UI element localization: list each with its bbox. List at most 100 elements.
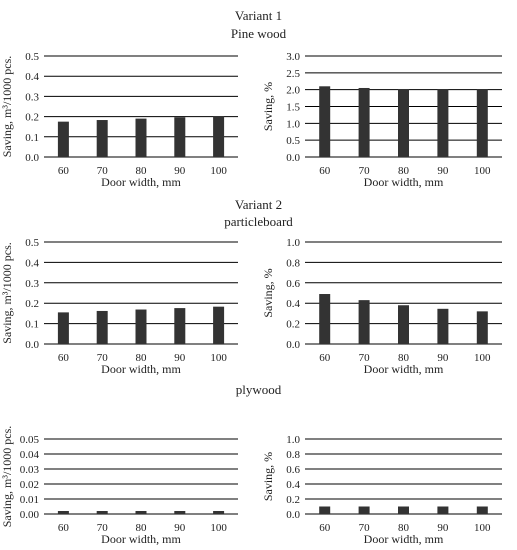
bar <box>358 506 370 514</box>
y-axis-label: Saving, m³/1000 pcs. <box>0 426 14 528</box>
x-tick-label: 100 <box>474 165 491 177</box>
y-tick-label: 0.4 <box>25 257 39 269</box>
variant-2-heading: Variant 2 <box>234 197 283 212</box>
x-tick-label: 80 <box>136 522 148 534</box>
y-axis-label: Saving, % <box>261 82 275 131</box>
x-tick-label: 80 <box>398 352 410 364</box>
y-tick-label: 0.4 <box>286 479 300 491</box>
x-tick-label: 60 <box>58 352 70 364</box>
x-tick-label: 90 <box>174 522 186 534</box>
x-tick-label: 90 <box>174 165 186 177</box>
x-tick-label: 100 <box>474 522 491 534</box>
chart-panel-3: 0.0 0.1 0.2 0.3 0.4 0.5 60 70 80 90 100 Door width,… <box>0 237 238 376</box>
y-tick-label: 0.2 <box>286 494 300 506</box>
y-tick-label: 0.5 <box>25 237 39 249</box>
y-tick-label: 0.3 <box>25 278 39 290</box>
x-axis-label: Door width, mm <box>364 362 444 376</box>
variant-1-heading: Variant 1 <box>234 8 283 23</box>
y-tick-label: 0.0 <box>286 339 300 351</box>
bar <box>213 116 225 157</box>
bar <box>476 311 488 344</box>
y-tick-label: 2.5 <box>286 68 300 80</box>
y-tick-label: 0.4 <box>25 71 39 83</box>
x-axis-label: Door width, mm <box>364 175 444 189</box>
y-tick-label: 0.00 <box>20 509 40 521</box>
y-tick-label: 0.0 <box>286 152 300 164</box>
y-tick-label: 0.2 <box>286 319 300 331</box>
y-tick-label: 0.0 <box>25 152 39 164</box>
y-axis-label: Saving, m³/1000 pcs. <box>0 56 14 158</box>
y-tick-label: 0.3 <box>25 91 39 103</box>
bar <box>174 511 186 514</box>
bar <box>57 121 69 157</box>
bar <box>437 89 449 157</box>
x-tick-label: 100 <box>474 352 491 364</box>
particleboard-heading: particleboard <box>224 214 293 229</box>
y-tick-label: 0.2 <box>25 112 39 124</box>
x-tick-label: 60 <box>319 522 331 534</box>
x-tick-label: 60 <box>319 352 331 364</box>
x-tick-label: 100 <box>210 165 227 177</box>
y-tick-label: 0.4 <box>286 298 300 310</box>
bar <box>174 117 186 157</box>
y-tick-label: 0.1 <box>25 132 39 144</box>
x-axis-label: Door width, mm <box>101 362 181 376</box>
bar <box>96 310 108 344</box>
bar <box>319 86 331 157</box>
bar <box>398 506 409 514</box>
x-tick-label: 70 <box>359 165 371 177</box>
x-tick-label: 100 <box>210 522 227 534</box>
x-tick-label: 70 <box>97 522 109 534</box>
y-tick-label: 0.2 <box>25 298 39 310</box>
bar <box>437 506 449 514</box>
bar <box>174 308 186 344</box>
y-tick-label: 1.0 <box>286 118 300 130</box>
y-axis-label: Saving, m³/1000 pcs. <box>0 242 14 344</box>
x-tick-label: 80 <box>398 522 410 534</box>
x-tick-label: 80 <box>136 165 148 177</box>
x-tick-label: 90 <box>437 165 449 177</box>
y-tick-label: 0.6 <box>286 278 300 290</box>
chart-panel-5: 0.00 0.01 0.02 0.03 0.04 0.05 60 70 80 90 100 Door … <box>0 426 238 546</box>
y-tick-label: 2.0 <box>286 85 300 97</box>
y-tick-label: 0.6 <box>286 464 300 476</box>
pine-wood-heading: Pine wood <box>230 26 287 41</box>
x-tick-label: 100 <box>210 352 227 364</box>
y-tick-label: 0.01 <box>20 494 39 506</box>
bar <box>476 506 488 514</box>
bar <box>135 511 147 514</box>
x-tick-label: 70 <box>359 352 371 364</box>
x-tick-label: 90 <box>437 522 449 534</box>
y-tick-label: 1.0 <box>286 237 300 249</box>
plywood-heading: plywood <box>235 382 282 397</box>
x-tick-label: 70 <box>97 165 109 177</box>
x-tick-label: 60 <box>58 522 70 534</box>
y-axis-label: Saving, % <box>261 268 275 317</box>
x-tick-label: 90 <box>437 352 449 364</box>
bar <box>213 511 225 514</box>
bar <box>437 308 449 344</box>
bar <box>398 305 409 344</box>
y-tick-label: 0.0 <box>25 339 39 351</box>
chart-panel-4: 0.0 0.2 0.4 0.6 0.8 1.0 60 70 80 90 100 Door width,… <box>261 237 502 376</box>
bar <box>96 120 108 157</box>
bar <box>319 506 331 514</box>
y-tick-label: 1.5 <box>286 102 300 114</box>
chart-panel-1: 0.0 0.1 0.2 0.3 0.4 0.5 60 70 80 90 100 Door width,… <box>0 51 238 189</box>
bar <box>358 300 370 344</box>
y-tick-label: 0.5 <box>286 135 300 147</box>
bar <box>398 88 409 157</box>
y-axis-label: Saving, % <box>261 452 275 501</box>
bar <box>135 118 147 157</box>
y-tick-label: 0.02 <box>20 479 39 491</box>
bar <box>476 89 488 157</box>
bar <box>57 511 69 514</box>
x-tick-label: 70 <box>359 522 371 534</box>
y-tick-label: 0.8 <box>286 257 300 269</box>
x-tick-label: 80 <box>136 352 148 364</box>
x-axis-label: Door width, mm <box>364 532 444 546</box>
bar <box>135 309 147 344</box>
y-tick-label: 0.03 <box>20 464 40 476</box>
